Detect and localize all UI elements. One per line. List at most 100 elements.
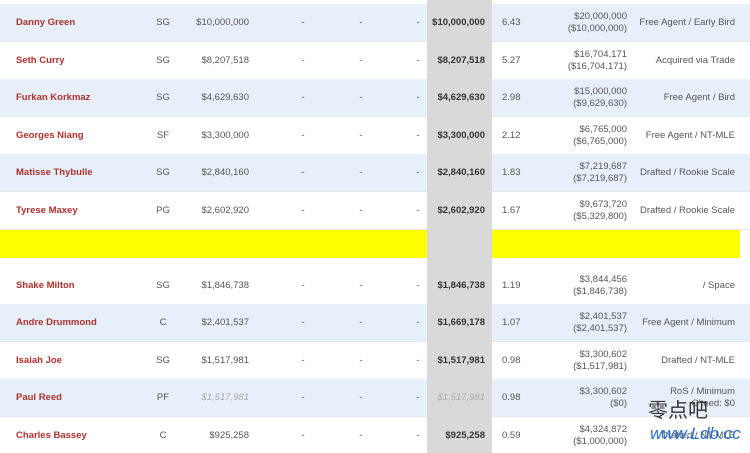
salary: $8,207,518 [201,54,249,66]
position: SG [156,167,170,178]
total: $1,846,738 [437,279,485,291]
acquisition-type: Acquired via Trade [655,54,735,66]
highlight-row [0,229,740,258]
player-name: Furkan Korkmaz [16,92,91,103]
cap-hold: ($5,329,800) [573,210,627,222]
acquisition-type: Free Agent / Early Bird [639,17,735,28]
dash: - [416,167,420,178]
cap-hold: ($0) [610,398,627,409]
dash: - [301,17,305,28]
position: PG [156,204,170,216]
cap-hold: ($1,000,000) [573,435,627,447]
dash: - [359,204,363,216]
cap-hold: ($1,517,981) [573,360,627,372]
dash: - [416,279,420,291]
acquisition-type: Drafted / Rookie Scale [639,204,735,216]
dash: - [359,279,363,291]
salary: $4,629,630 [201,92,249,103]
total: $1,669,178 [437,317,485,328]
player-name: Charles Bassey [16,429,87,441]
dash: - [301,317,305,328]
position: SG [156,92,170,103]
total: $4,629,630 [437,92,485,103]
dash: - [416,392,420,403]
total: $1,517,981 [437,392,485,403]
cap-hold: $20,000,000 [574,11,627,22]
total: $2,840,160 [437,167,485,178]
acquisition-type: Free Agent / NT-MLE [645,129,735,141]
acquisition-type: Drafted / NT-MLE [661,354,735,366]
dash: - [301,54,305,66]
dash: - [359,17,363,28]
cap-hold: $6,765,000 [579,123,627,135]
percent: 0.98 [502,392,521,403]
total: $8,207,518 [437,54,485,66]
dash: - [359,429,363,441]
cap-hold: $9,673,720 [579,198,627,210]
percent: 2.98 [502,92,521,103]
cap-hold: $4,324,872 [579,423,627,435]
salary: $1,846,738 [201,279,249,291]
dash: - [301,92,305,103]
player-name: Andre Drummond [16,317,97,328]
percent: 1.19 [502,279,521,291]
dash: - [416,317,420,328]
total: $1,517,981 [437,354,485,366]
position: SG [156,54,170,66]
cap-hold: ($2,401,537) [573,323,627,334]
percent: 0.98 [502,354,521,366]
position: C [159,317,167,328]
table-row [0,266,750,305]
cap-hold: ($1,846,738) [573,285,627,297]
dash: - [416,204,420,216]
dash: - [301,354,305,366]
watermark-url: www.Ldb.cc [650,424,741,443]
salary: $2,840,160 [201,167,249,178]
position: SG [156,17,170,28]
cap-hold: ($6,765,000) [573,135,627,147]
cap-hold: ($10,000,000) [567,23,627,34]
cap-hold: ($9,629,630) [573,98,627,109]
table-row [0,41,750,80]
percent: 5.27 [502,54,521,66]
cap-hold: $2,401,537 [579,311,627,322]
dash: - [301,429,305,441]
salary: $2,602,920 [201,204,249,216]
player-name: Shake Milton [16,279,75,291]
dash: - [416,429,420,441]
dash: - [359,354,363,366]
position: PF [156,392,170,403]
acquisition-type: G'teed: $0 [691,398,735,409]
salary: $2,401,537 [201,317,249,328]
dash: - [359,92,363,103]
table-row [0,191,750,230]
salary: $1,517,981 [201,392,249,403]
total: $2,602,920 [437,204,485,216]
percent: 1.07 [502,317,521,328]
player-name: Isaiah Joe [16,354,62,366]
dash: - [301,392,305,403]
dash: - [359,317,363,328]
dash: - [416,354,420,366]
dash: - [301,204,305,216]
dash: - [301,279,305,291]
total-column [427,0,492,453]
acquisition-type: Free Agent / Bird [663,92,735,103]
salary: $10,000,000 [196,17,249,28]
acquisition-type: Free Agent / Minimum [642,317,735,328]
total: $925,258 [445,429,485,441]
dash: - [416,129,420,141]
percent: 0.59 [502,429,521,441]
acquisition-type: Drafted / NT-MLE [661,429,735,441]
total: $3,300,000 [437,129,485,141]
percent: 1.83 [502,167,521,178]
salary: $925,258 [209,429,249,441]
salary: $1,517,981 [201,354,249,366]
dash: - [359,167,363,178]
table-row [0,416,750,453]
table-row [0,154,750,192]
player-name: Danny Green [16,17,76,28]
dash: - [416,92,420,103]
cap-hold: $3,300,602 [579,348,627,360]
